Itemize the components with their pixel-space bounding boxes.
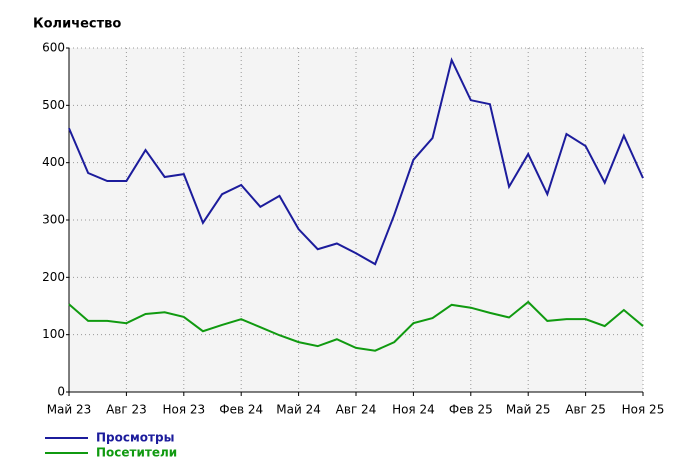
x-tick-label: Авг 25 <box>565 403 606 417</box>
y-tick-label: 500 <box>42 98 65 112</box>
x-tick-label: Фев 25 <box>449 403 493 417</box>
y-tick-label: 100 <box>42 327 65 341</box>
y-tick-label: 300 <box>42 213 65 227</box>
y-tick-label: 0 <box>57 385 65 399</box>
x-tick-label: Авг 23 <box>106 403 147 417</box>
x-tick-label: Май 25 <box>506 403 551 417</box>
x-tick-label: Май 24 <box>276 403 321 417</box>
line-series <box>68 300 644 352</box>
x-tick-label: Ноя 24 <box>392 403 435 417</box>
x-tick-label: Фев 24 <box>219 403 263 417</box>
legend-label: Посетители <box>96 446 177 460</box>
x-tick-label: Авг 24 <box>336 403 377 417</box>
x-tick-label: Май 23 <box>47 403 92 417</box>
x-tick-label: Ноя 25 <box>622 403 665 417</box>
y-tick-label: 200 <box>42 270 65 284</box>
y-tick-label: 400 <box>42 155 65 169</box>
y-tick-label: 600 <box>42 41 65 55</box>
line-series <box>68 57 644 266</box>
y-axis-title: Количество <box>33 17 121 32</box>
legend-label: Просмотры <box>96 431 174 445</box>
x-tick-label: Ноя 23 <box>162 403 205 417</box>
